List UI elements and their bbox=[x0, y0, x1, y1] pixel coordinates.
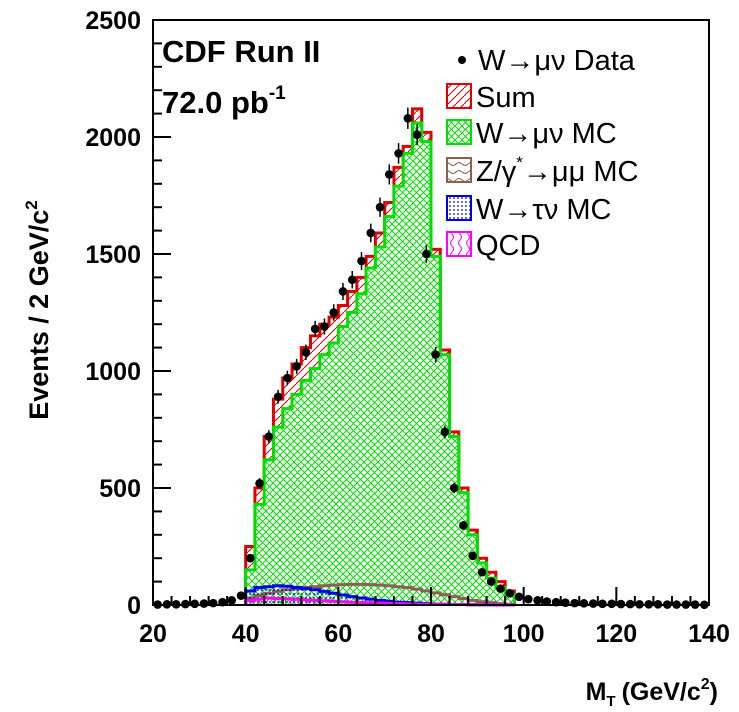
data-point bbox=[246, 553, 255, 563]
y-tick-label: 1500 bbox=[85, 241, 141, 269]
svg-text:W→τν MC: W→τν MC bbox=[476, 194, 611, 226]
data-point bbox=[598, 599, 607, 609]
legend-wmunu: W→μν MC bbox=[446, 118, 617, 150]
y-tick-label: 2000 bbox=[85, 124, 141, 152]
data-point bbox=[208, 598, 218, 608]
x-tick-label: 40 bbox=[232, 620, 260, 648]
data-point bbox=[533, 596, 542, 605]
data-point bbox=[403, 113, 413, 123]
legend-qcd: QCD bbox=[446, 230, 540, 262]
data-point bbox=[505, 589, 515, 598]
y-tick-label: 500 bbox=[99, 475, 141, 503]
svg-text:Z/γ*→μμ MC: Z/γ*→μμ MC bbox=[476, 153, 638, 188]
data-point bbox=[422, 249, 431, 259]
legend-data: W→μν Data bbox=[458, 45, 636, 77]
data-point bbox=[329, 308, 339, 317]
data-point bbox=[524, 594, 533, 604]
data-point bbox=[273, 392, 283, 402]
histogram-layer bbox=[244, 107, 516, 607]
y-tick-label: 2500 bbox=[85, 7, 141, 35]
data-point bbox=[440, 427, 450, 437]
data-point bbox=[375, 202, 385, 212]
data-point bbox=[366, 228, 376, 238]
x-tick-label: 80 bbox=[417, 620, 445, 648]
svg-text:Sum: Sum bbox=[476, 82, 536, 114]
series-outline-wmunu bbox=[244, 121, 516, 605]
svg-text:QCD: QCD bbox=[476, 230, 540, 262]
legend-sum: Sum bbox=[446, 82, 536, 114]
data-point bbox=[347, 275, 357, 285]
data-point bbox=[394, 149, 403, 158]
series-fill-wmunu bbox=[245, 122, 515, 606]
data-point bbox=[292, 362, 301, 371]
data-point bbox=[570, 598, 579, 608]
x-tick-label: 20 bbox=[139, 620, 167, 648]
data-point bbox=[190, 599, 199, 609]
data-point bbox=[542, 597, 552, 606]
series-fill-qcd bbox=[245, 597, 515, 605]
x-tick-label: 120 bbox=[595, 620, 637, 648]
data-point bbox=[283, 373, 292, 383]
data-point bbox=[588, 599, 598, 608]
data-point bbox=[227, 596, 237, 605]
data-point bbox=[320, 322, 329, 331]
legend-wtaunu: W→τν MC bbox=[446, 194, 611, 226]
y-axis-title: Events / 2 GeV/c2 bbox=[22, 200, 54, 420]
data-point bbox=[199, 599, 209, 608]
data-point bbox=[477, 567, 487, 577]
y-tick-label: 1000 bbox=[85, 358, 141, 386]
data-point bbox=[301, 347, 311, 357]
data-point bbox=[385, 170, 394, 179]
series-wmunu bbox=[244, 121, 516, 606]
data-point bbox=[310, 324, 320, 334]
data-point bbox=[357, 256, 366, 266]
x-tick-label: 100 bbox=[503, 620, 545, 648]
x-tick-label: 60 bbox=[324, 620, 352, 648]
experiment-label: CDF Run II bbox=[162, 34, 320, 69]
data-point bbox=[486, 577, 496, 586]
data-point bbox=[496, 584, 505, 593]
x-tick-label: 140 bbox=[688, 620, 730, 648]
legend: W→μν Data Sum W→μν MC Z/γ*→μμ MC W→τν MC… bbox=[446, 45, 638, 262]
data-point bbox=[449, 483, 459, 493]
data-point bbox=[236, 591, 246, 600]
legend-zmumu: Z/γ*→μμ MC bbox=[446, 153, 638, 188]
x-axis-title: MT (GeV/c2) bbox=[586, 676, 718, 710]
data-point bbox=[412, 130, 422, 139]
data-point bbox=[431, 350, 440, 359]
data-point bbox=[338, 287, 348, 296]
axis-ticks: 20 40 60 80 100 120 140 0 500 1000 1500 2000 2500 bbox=[85, 7, 729, 648]
data-point bbox=[607, 599, 616, 609]
data-point bbox=[459, 521, 468, 530]
data-point bbox=[514, 592, 524, 602]
svg-text:W→μν Data: W→μν Data bbox=[478, 45, 636, 77]
luminosity-label: 72.0 pb-1 bbox=[162, 83, 286, 120]
data-point bbox=[255, 479, 264, 488]
svg-text:W→μν MC: W→μν MC bbox=[476, 118, 617, 150]
data-point bbox=[264, 432, 274, 441]
data-point bbox=[468, 551, 478, 561]
data-point bbox=[579, 599, 589, 608]
y-tick-label: 0 bbox=[127, 592, 141, 620]
